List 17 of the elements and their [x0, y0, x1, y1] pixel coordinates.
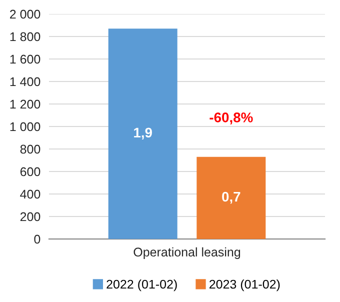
- legend-label: 2023 (01-02): [210, 280, 280, 292]
- y-tick-label: 1 800: [10, 32, 40, 42]
- y-tick-label: 1 200: [10, 100, 40, 109]
- y-tick-label: 400: [20, 190, 40, 199]
- y-tick-label: 200: [20, 212, 40, 222]
- y-tick-label: 0: [34, 234, 40, 244]
- annotation: -60,8%: [210, 112, 253, 124]
- legend-label: 2022 (01-02): [106, 280, 177, 292]
- y-tick-label: 800: [20, 144, 40, 154]
- annotation: 1,9: [134, 128, 152, 140]
- annotation: 0,7: [222, 192, 240, 204]
- y-tick-label: 1 000: [10, 122, 40, 132]
- x-tick-label: Operational leasing: [134, 247, 240, 259]
- y-tick-label: 1 400: [10, 77, 40, 86]
- y-tick-label: 1 600: [10, 54, 40, 64]
- y-tick-label: 600: [20, 167, 40, 176]
- y-tick-label: 2 000: [10, 10, 40, 19]
